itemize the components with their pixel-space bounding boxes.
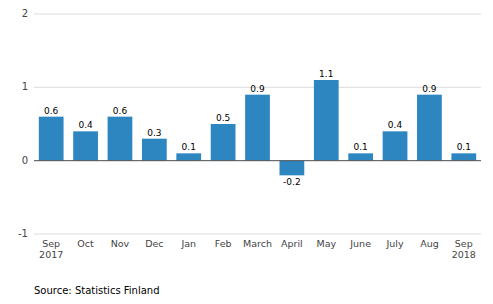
- x-tick-label: Nov: [111, 238, 130, 249]
- x-tick-label-line: July: [385, 238, 403, 249]
- bar: [348, 153, 373, 160]
- grid-line: [34, 14, 481, 15]
- x-tick-label-line: June: [349, 238, 371, 249]
- x-tick-label-line: Dec: [145, 238, 163, 249]
- x-tick-label: Oct: [77, 238, 94, 249]
- x-tick-label-line: 2018: [452, 249, 476, 260]
- x-tick-label: May: [316, 238, 336, 249]
- x-tick-label: June: [349, 238, 371, 249]
- bar: [108, 117, 133, 161]
- x-tick-label-line: Feb: [215, 238, 232, 249]
- y-tick-label: 0: [22, 155, 28, 166]
- data-label: 0.6: [44, 106, 59, 116]
- grid-line: [34, 234, 481, 235]
- x-tick-label: April: [281, 238, 303, 249]
- bar: [314, 80, 339, 161]
- background: [0, 0, 493, 304]
- zero-line: [34, 160, 481, 161]
- data-label: 0.3: [147, 128, 161, 138]
- data-label: 0.9: [422, 84, 437, 94]
- data-label: 0.5: [216, 113, 230, 123]
- bar: [211, 124, 236, 161]
- x-tick-label: Sep2018: [452, 238, 476, 260]
- bar: [245, 95, 270, 161]
- x-tick-label: Sep2017: [39, 238, 63, 260]
- data-label: 0.4: [388, 120, 403, 130]
- bar: [176, 153, 201, 160]
- bar: [383, 131, 408, 160]
- x-tick-label: Jan: [180, 238, 196, 249]
- x-tick-label: Aug: [420, 238, 439, 249]
- x-tick-label: March: [243, 238, 272, 249]
- x-tick-label-line: Aug: [420, 238, 439, 249]
- x-tick-label-line: Oct: [77, 238, 94, 249]
- data-label: -0.2: [283, 177, 301, 187]
- data-label: 0.6: [113, 106, 128, 116]
- x-tick-label-line: Sep: [455, 238, 473, 249]
- bar: [417, 95, 442, 161]
- x-tick-label-line: April: [281, 238, 303, 249]
- y-tick-label: 2: [22, 8, 28, 19]
- x-tick-label-line: Sep: [42, 238, 60, 249]
- x-tick-label: Dec: [145, 238, 163, 249]
- source-note: Source: Statistics Finland: [34, 285, 160, 296]
- y-tick-label: 1: [22, 81, 28, 92]
- data-label: 0.1: [182, 142, 196, 152]
- x-tick-label-line: Nov: [111, 238, 130, 249]
- bar: [280, 161, 305, 176]
- grid: [34, 14, 481, 234]
- chart-container: -1 0 1 2 0.6 0.4 0.6 0.3 0.1 0.5 0.9 -0.2 1.1 0.1 0.4 0…: [0, 0, 493, 304]
- x-tick-label-line: March: [243, 238, 272, 249]
- x-tick-label-line: 2017: [39, 249, 63, 260]
- data-label: 0.9: [250, 84, 265, 94]
- data-label: 0.1: [457, 142, 471, 152]
- data-label: 0.1: [353, 142, 367, 152]
- x-tick-label-line: Jan: [180, 238, 196, 249]
- bar: [73, 131, 98, 160]
- x-tick-label: July: [385, 238, 403, 249]
- grid-line: [34, 160, 481, 161]
- data-label: 0.4: [78, 120, 93, 130]
- x-tick-label-line: May: [316, 238, 336, 249]
- bar: [142, 139, 167, 161]
- x-tick-label: Feb: [215, 238, 232, 249]
- data-label: 1.1: [319, 69, 333, 79]
- y-tick-label: -1: [18, 228, 28, 239]
- chart-svg: -1 0 1 2 0.6 0.4 0.6 0.3 0.1 0.5 0.9 -0.2 1.1 0.1 0.4 0…: [0, 0, 493, 304]
- bar: [451, 153, 476, 160]
- bar: [39, 117, 64, 161]
